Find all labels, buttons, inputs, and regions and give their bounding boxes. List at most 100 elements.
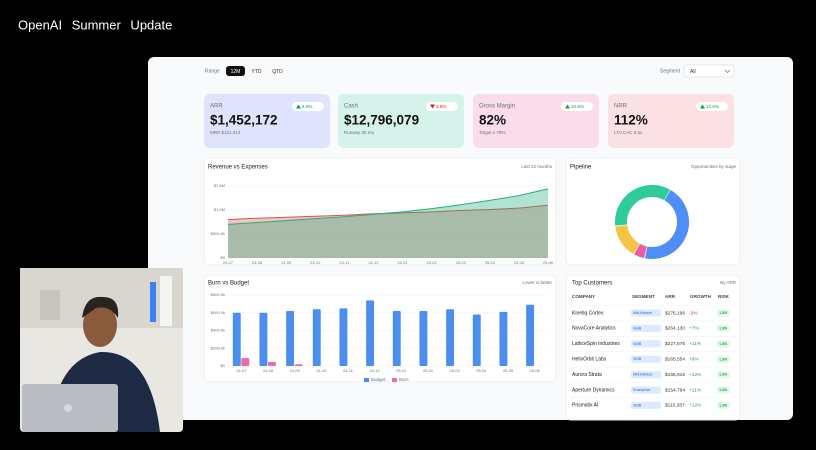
x-tick-label: 24-08 (252, 260, 263, 265)
range-option[interactable]: YTD (252, 69, 262, 75)
range-option[interactable]: QTD (272, 69, 283, 75)
x-tick-label: 24-09 (290, 368, 301, 373)
kpi-badge (696, 102, 728, 111)
company: HelixOrbit Labs (572, 357, 607, 363)
x-tick-label: 25-06 (543, 260, 554, 265)
bar (366, 300, 375, 366)
company: LatticeSpin Industries (572, 341, 620, 347)
dropdown-caret (724, 69, 731, 73)
segment-pill (631, 309, 661, 317)
kpi-change: 12.6% (706, 104, 719, 109)
company: Aurora Strata (572, 372, 602, 378)
segment-label: Segment (660, 68, 681, 74)
segment: Mid-Market (633, 311, 653, 315)
bar (312, 309, 321, 366)
bar (294, 364, 303, 366)
growth: +12% (689, 372, 702, 378)
kpi-badge (292, 102, 324, 111)
x-tick-label: 25-03 (456, 260, 467, 265)
chart-note: Last 12 months (521, 164, 553, 169)
donut-segment (615, 185, 689, 259)
person-hair (82, 296, 119, 318)
bar (241, 358, 250, 366)
risk-pill (717, 324, 730, 332)
kpi-note: Runway 38 mo (344, 130, 375, 135)
line (227, 188, 549, 225)
poster (160, 276, 172, 326)
segment-pill (631, 386, 661, 394)
y-tick-label: $400.0k (211, 328, 225, 333)
range-option[interactable]: 12M (231, 69, 241, 75)
segment-select[interactable] (683, 64, 735, 78)
kpi-value: $12,796,079 (344, 113, 419, 128)
shelf (40, 290, 60, 320)
table-title: Top Customers (572, 281, 612, 287)
video-title: OpenAI Summer Update (18, 17, 172, 32)
risk-pill (717, 309, 730, 317)
kpi-trend-arrow (565, 104, 570, 109)
segment-pill (631, 371, 661, 379)
kpi-label: ARR (210, 104, 223, 110)
x-tick-label: 24-08 (263, 368, 274, 373)
kpi-trend-arrow (296, 104, 301, 109)
x-tick-label: 25-05 (514, 260, 525, 265)
kpi-change: 10.5% (571, 104, 584, 109)
range-label: Range (205, 68, 220, 74)
x-tick-label: 25-01 (397, 260, 408, 265)
x-tick-label: 25-02 (427, 260, 438, 265)
donut-segment (615, 185, 689, 259)
kpi-note: Target ≥ 78% (479, 130, 505, 135)
bar (259, 312, 268, 366)
chart-note: Opportunities by stage (691, 164, 737, 169)
laptop-logo (64, 404, 72, 412)
area-fill (228, 205, 548, 258)
segment-pill (631, 324, 661, 332)
kpi-value: 82% (479, 113, 506, 128)
arr: $276,196 (665, 310, 685, 316)
x-tick-label: 25-06 (530, 368, 541, 373)
risk-pill (717, 386, 730, 394)
company: Prismatix AI (572, 403, 598, 409)
y-tick-label: $500.0k (211, 231, 225, 236)
segment: SMB (633, 326, 642, 330)
legend-swatch (364, 378, 369, 382)
segment: SMB (633, 357, 642, 361)
column-header: GROWTH (690, 294, 712, 299)
chart-note: Lower is better (522, 280, 552, 285)
segment: Enterprise (633, 388, 650, 392)
bar (526, 304, 535, 366)
growth: -2% (689, 310, 698, 316)
bar (472, 314, 481, 366)
risk: Low (720, 387, 729, 392)
kpi-label: Cash (344, 104, 358, 110)
segment-pill (631, 355, 661, 363)
kpi-trend-arrow (700, 104, 705, 109)
kpi-value: $1,452,172 (210, 113, 278, 128)
growth: +9% (689, 356, 699, 362)
kpi-value: 112% (614, 113, 648, 128)
arr: $264,130 (665, 326, 685, 332)
kpi-note: LTV:CAC 5.6x (614, 130, 643, 135)
table-note: By ARR (720, 280, 737, 285)
kpi-note: MRR $121,014 (210, 130, 241, 135)
column-header: SEGMENT (632, 294, 655, 299)
column-header: ARR (665, 294, 676, 299)
range-option-active (226, 66, 245, 76)
x-tick-label: 24-12 (368, 260, 379, 265)
webcam (20, 268, 183, 432)
segment: SMB (633, 403, 642, 407)
kpi-change: 4.8% (302, 104, 312, 109)
risk-pill (717, 371, 730, 379)
growth: +7% (689, 326, 699, 332)
x-tick-label: 25-04 (485, 260, 496, 265)
risk: Low (720, 403, 729, 408)
risk-pill (717, 340, 730, 348)
panel (565, 274, 741, 421)
bar (419, 310, 428, 366)
x-tick-label: 25-04 (476, 368, 487, 373)
x-tick-label: 24-10 (310, 260, 321, 265)
column-header: RISK (718, 294, 730, 299)
bar (232, 312, 241, 366)
company: Aperture Dynamics (572, 387, 615, 393)
